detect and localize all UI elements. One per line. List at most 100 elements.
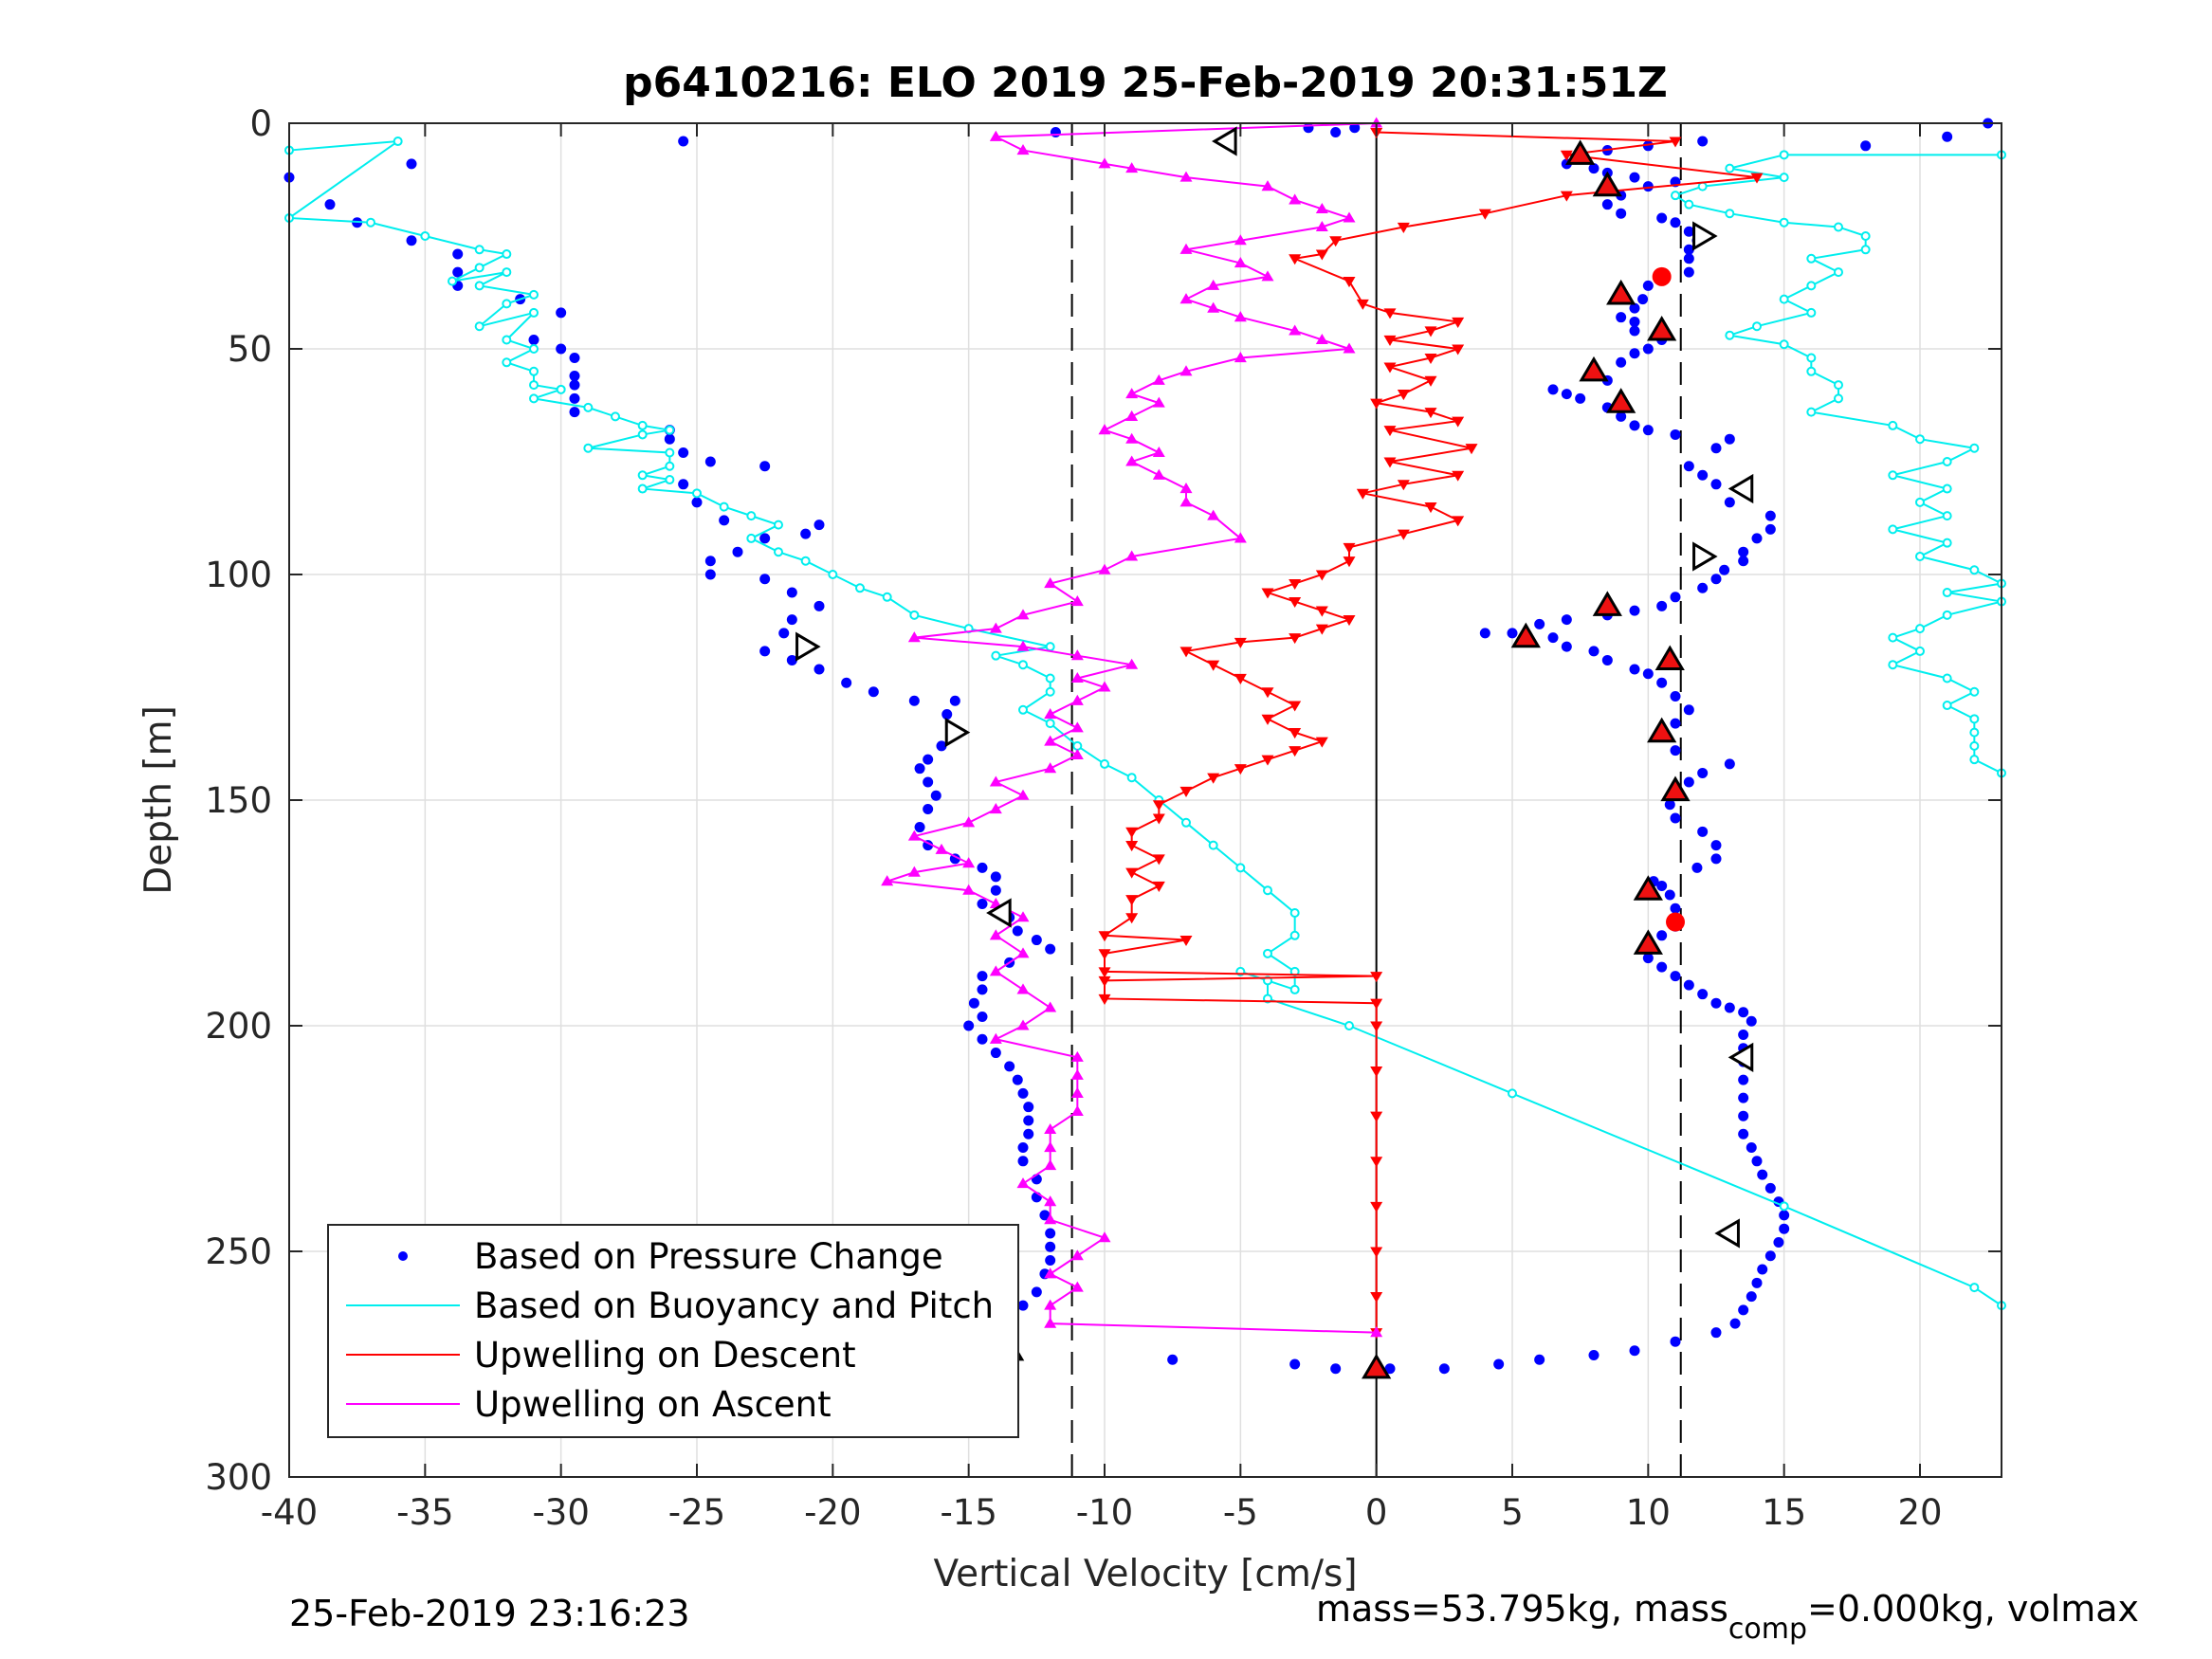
data-point [1397,222,1410,233]
data-point [1289,633,1302,645]
data-point [814,664,825,675]
data-point [1725,330,1735,340]
data-point [1289,984,1300,994]
data-point [1779,173,1789,183]
data-point [1016,1177,1030,1189]
data-point [1670,718,1681,729]
data-point [1616,356,1627,368]
data-point [1710,840,1722,851]
data-point [1356,299,1369,310]
data-point [1942,457,1952,466]
data-point [1098,424,1111,435]
marker-filled-triangle [1633,929,1663,955]
data-point [1383,426,1397,437]
data-point [1629,325,1640,337]
data-point [990,884,1001,896]
data-point [1315,737,1328,748]
data-point [529,307,539,318]
data-point [1370,1326,1383,1338]
data-point [1588,1349,1600,1360]
data-point [1683,704,1694,716]
x-tick-label: -30 [532,1492,589,1533]
data-point [1261,687,1274,699]
data-point [1942,701,1952,711]
data-point [1670,971,1681,982]
data-point [502,299,512,309]
data-point [1724,1002,1735,1013]
data-point [1152,396,1165,408]
data-point [1125,388,1139,399]
data-point [1746,1142,1757,1154]
data-point [991,650,1001,661]
data-point [1534,618,1545,629]
data-point [1656,961,1668,973]
data-point [1044,1159,1057,1171]
legend-label-descent: Upwelling on Descent [474,1335,856,1376]
data-point [1806,407,1817,417]
data-point [989,622,1002,633]
data-point [1289,1358,1301,1370]
data-point [1017,1087,1029,1099]
data-point [1670,902,1681,914]
data-point [1642,140,1654,152]
data-point [556,384,566,394]
data-point [949,695,960,706]
data-point [1424,353,1437,365]
data-point [474,263,484,273]
data-point [1738,1092,1749,1103]
data-point [1779,1201,1789,1212]
data-point [502,267,512,278]
data-point [1508,1088,1517,1099]
data-point [1070,721,1084,733]
data-point [1315,202,1328,213]
data-point [1098,949,1111,960]
data-point [1397,390,1410,401]
data-point [665,447,675,458]
x-tick-label: 15 [1762,1492,1806,1533]
data-point [989,965,1002,976]
data-point [746,511,757,521]
data-point [1915,497,1925,507]
data-point [1915,434,1925,445]
data-point [1834,380,1843,391]
data-point [882,592,892,602]
data-point [1697,989,1709,1000]
y-tick-label: 0 [249,103,272,144]
data-point [1289,908,1300,918]
data-point [759,574,771,585]
data-point [1738,546,1749,557]
y-axis-label: Depth [m] [137,705,180,895]
data-point [1289,193,1302,205]
data-point [1370,1021,1383,1032]
data-point [1383,308,1397,319]
data-point [1684,199,1694,210]
data-point [1098,681,1111,692]
data-point [1888,470,1898,481]
data-point [1234,673,1247,684]
data-point [637,429,648,440]
data-point [1438,1363,1450,1375]
data-point [1125,827,1139,838]
data-point [1915,624,1925,634]
legend-label-pressure: Based on Pressure Change [474,1236,943,1277]
data-point [1478,209,1491,220]
data-point [923,776,934,788]
data-point [1329,236,1343,247]
data-point [1098,994,1111,1005]
data-point [1670,812,1681,824]
data-point [1315,606,1328,617]
data-point [962,816,976,828]
data-point [977,1011,988,1022]
data-point [1670,691,1681,702]
data-point [1915,551,1925,561]
data-point [968,997,979,1009]
data-point [1315,624,1328,635]
data-point [1125,867,1139,879]
data-point [1806,353,1817,363]
data-point [1724,497,1735,508]
data-point [1207,279,1220,290]
data-point [1050,127,1061,138]
data-point [1343,342,1356,354]
data-point [1764,1182,1776,1194]
marker-open-triangle [1692,541,1718,572]
